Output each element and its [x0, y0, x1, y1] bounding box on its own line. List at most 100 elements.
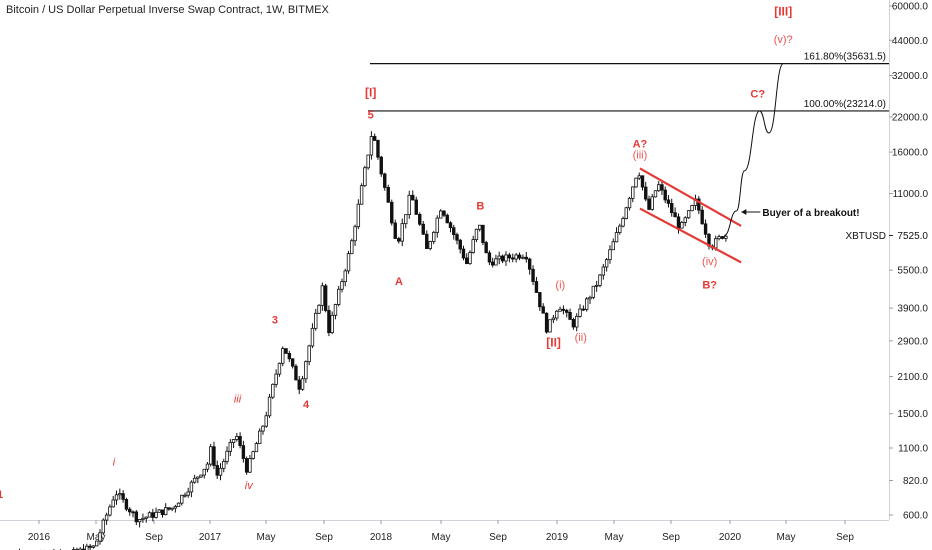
candle-body [631, 186, 635, 199]
y-tick-label: 60000.0 [892, 2, 929, 13]
candle-body [690, 205, 694, 212]
channel-upper-line [639, 167, 742, 227]
candle-body [551, 317, 556, 321]
x-tick-label: Sep [315, 532, 333, 543]
candle-body [300, 378, 305, 390]
candle-body [517, 254, 522, 259]
candle-body [274, 373, 278, 385]
candle-body [647, 198, 651, 210]
candle-body [151, 512, 155, 518]
candle-body [366, 154, 370, 169]
candle-body [544, 312, 549, 333]
x-tick-label: 2017 [199, 532, 222, 543]
y-tick-label: 1100.0 [898, 444, 928, 455]
candle-body [432, 231, 436, 242]
candle-body [598, 274, 602, 286]
candle-body [383, 173, 387, 188]
candle-body [225, 450, 229, 462]
candle-body [369, 136, 374, 156]
candle-body [390, 201, 394, 224]
x-tick-label: May [257, 532, 276, 543]
candle-body [98, 532, 102, 542]
candle-body [571, 319, 576, 328]
candle-body [465, 257, 469, 265]
fib-level-label: 161.80%(35631.5) [804, 52, 886, 63]
wave-label: 4 [303, 399, 310, 411]
wave-label: 1 [0, 489, 3, 501]
candle-body [414, 199, 418, 215]
wave-label: i [113, 456, 116, 468]
candle-body [481, 224, 485, 243]
candle-body [541, 306, 545, 314]
candle-body [611, 241, 615, 251]
wave-label: (iv) [702, 256, 717, 268]
candle-body [104, 514, 109, 521]
candle-body [337, 288, 341, 305]
wave-label: (ii) [575, 332, 587, 344]
candle-body [618, 225, 622, 233]
candle-body [170, 507, 174, 510]
candle-body [439, 210, 443, 219]
candle-body [88, 545, 92, 548]
candle-body [238, 436, 242, 446]
candle-body [497, 255, 501, 260]
y-tick-label: 44000.0 [892, 36, 929, 47]
candle-body [95, 540, 99, 547]
candle-body [137, 519, 142, 523]
candle-body [565, 310, 569, 313]
x-tick-label: Sep [145, 532, 163, 543]
candle-body [372, 136, 377, 141]
candle-body [680, 222, 684, 229]
candle-body [111, 499, 115, 508]
candle-body [568, 312, 572, 320]
candle-body [614, 232, 619, 243]
candle-body [340, 281, 344, 290]
candle-body [379, 156, 383, 175]
candle-body [128, 508, 132, 513]
candle-body [421, 223, 425, 235]
x-tick-label: 2018 [370, 532, 393, 543]
candle-body [548, 319, 552, 333]
candle-body [290, 358, 295, 367]
candle-body [558, 308, 562, 312]
candle-body [108, 506, 112, 516]
candle-body [490, 261, 495, 266]
candle-body [720, 236, 725, 239]
candle-body [650, 196, 654, 210]
candle-body [307, 345, 311, 363]
candle-body [477, 224, 482, 230]
candle-body [527, 258, 532, 270]
candle-body [212, 446, 216, 466]
fib-level-label: 100.00%(23214.0) [804, 99, 886, 110]
candle-body [160, 509, 165, 516]
candle-body [474, 228, 479, 241]
candle-body [281, 348, 285, 364]
candle-body [634, 177, 638, 188]
candle-body [241, 445, 246, 459]
candle-body [91, 545, 96, 548]
candle-body [114, 494, 119, 501]
candle-body [180, 494, 184, 504]
candle-body [284, 348, 288, 354]
candle-body [471, 239, 475, 253]
candle-body [455, 234, 459, 241]
candle-body [407, 194, 411, 216]
candle-body [500, 255, 505, 262]
candle-body [575, 315, 579, 328]
candle-body [487, 252, 492, 263]
candle-body [683, 217, 687, 223]
candle-body [724, 235, 728, 239]
candle-body [261, 425, 265, 432]
candle-body [514, 254, 518, 260]
candle-body [531, 268, 535, 282]
x-tick-label: 2020 [719, 532, 742, 543]
candle-body [404, 214, 408, 225]
symbol-label: XBTUSD [845, 231, 886, 242]
candle-body [657, 184, 661, 192]
chart-title: Bitcoin / US Dollar Perpetual Inverse Sw… [6, 4, 329, 16]
candle-body [350, 240, 354, 255]
candle-body [507, 254, 512, 259]
y-tick-label: 3900.0 [897, 304, 928, 315]
candle-body [157, 509, 161, 513]
